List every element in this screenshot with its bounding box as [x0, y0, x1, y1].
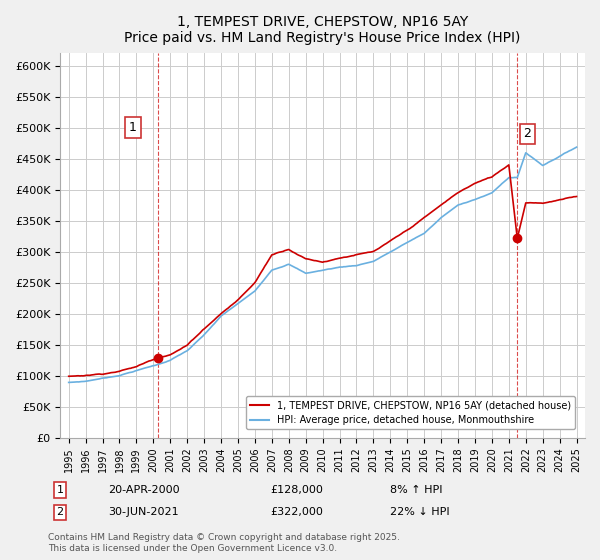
- Legend: 1, TEMPEST DRIVE, CHEPSTOW, NP16 5AY (detached house), HPI: Average price, detac: 1, TEMPEST DRIVE, CHEPSTOW, NP16 5AY (de…: [246, 396, 575, 429]
- Text: 1: 1: [56, 485, 64, 495]
- Text: £322,000: £322,000: [270, 507, 323, 517]
- Text: 1: 1: [129, 121, 137, 134]
- Title: 1, TEMPEST DRIVE, CHEPSTOW, NP16 5AY
Price paid vs. HM Land Registry's House Pri: 1, TEMPEST DRIVE, CHEPSTOW, NP16 5AY Pri…: [124, 15, 521, 45]
- Text: 2: 2: [524, 127, 532, 141]
- Text: 30-JUN-2021: 30-JUN-2021: [108, 507, 179, 517]
- Text: 8% ↑ HPI: 8% ↑ HPI: [390, 485, 443, 495]
- Text: Contains HM Land Registry data © Crown copyright and database right 2025.
This d: Contains HM Land Registry data © Crown c…: [48, 534, 400, 553]
- Text: £128,000: £128,000: [270, 485, 323, 495]
- Text: 22% ↓ HPI: 22% ↓ HPI: [390, 507, 449, 517]
- Text: 2: 2: [56, 507, 64, 517]
- Text: 20-APR-2000: 20-APR-2000: [108, 485, 179, 495]
